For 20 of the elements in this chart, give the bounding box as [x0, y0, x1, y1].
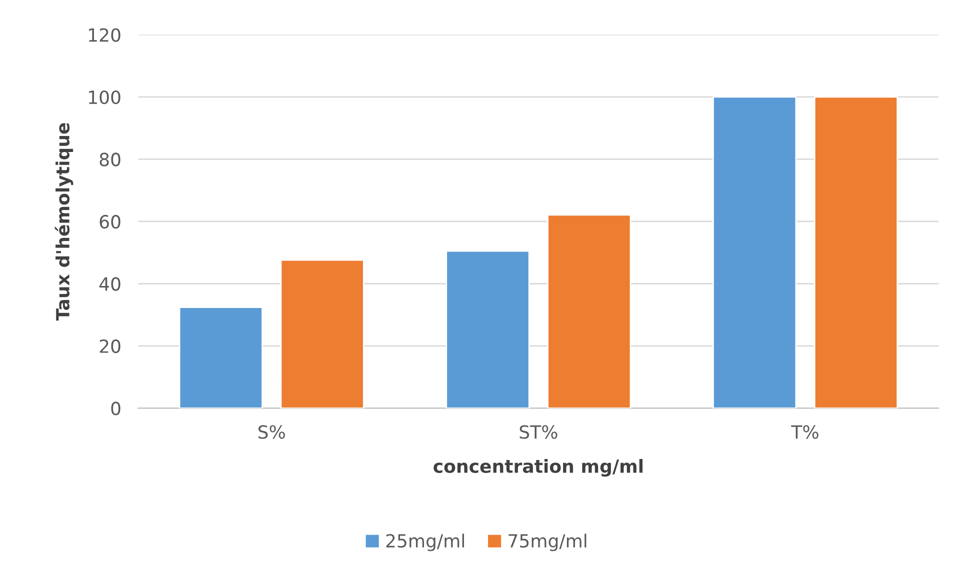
x-tick-label: ST% [520, 425, 558, 439]
bar [547, 214, 632, 408]
x-tick-label: S% [258, 425, 285, 439]
y-tick-label: 100 [89, 90, 120, 104]
bar [280, 259, 364, 408]
legend-label: 25mg/ml [386, 534, 464, 552]
bar [178, 306, 263, 408]
bar [814, 96, 898, 408]
y-tick-label: 40 [99, 277, 120, 291]
y-axis-title: Taux d'hémolytique [54, 123, 74, 321]
y-tick-label: 120 [89, 28, 120, 42]
y-tick-label: 0 [111, 402, 120, 416]
bar [712, 96, 797, 408]
x-tick-label: T% [791, 425, 818, 439]
legend-label: 75mg/ml [508, 534, 586, 552]
y-tick-label: 60 [100, 214, 120, 229]
x-axis-title: concentration mg/ml [434, 459, 643, 477]
y-tick-label: 20 [100, 339, 120, 354]
bar [446, 250, 530, 408]
y-tick-label: 80 [100, 152, 120, 166]
